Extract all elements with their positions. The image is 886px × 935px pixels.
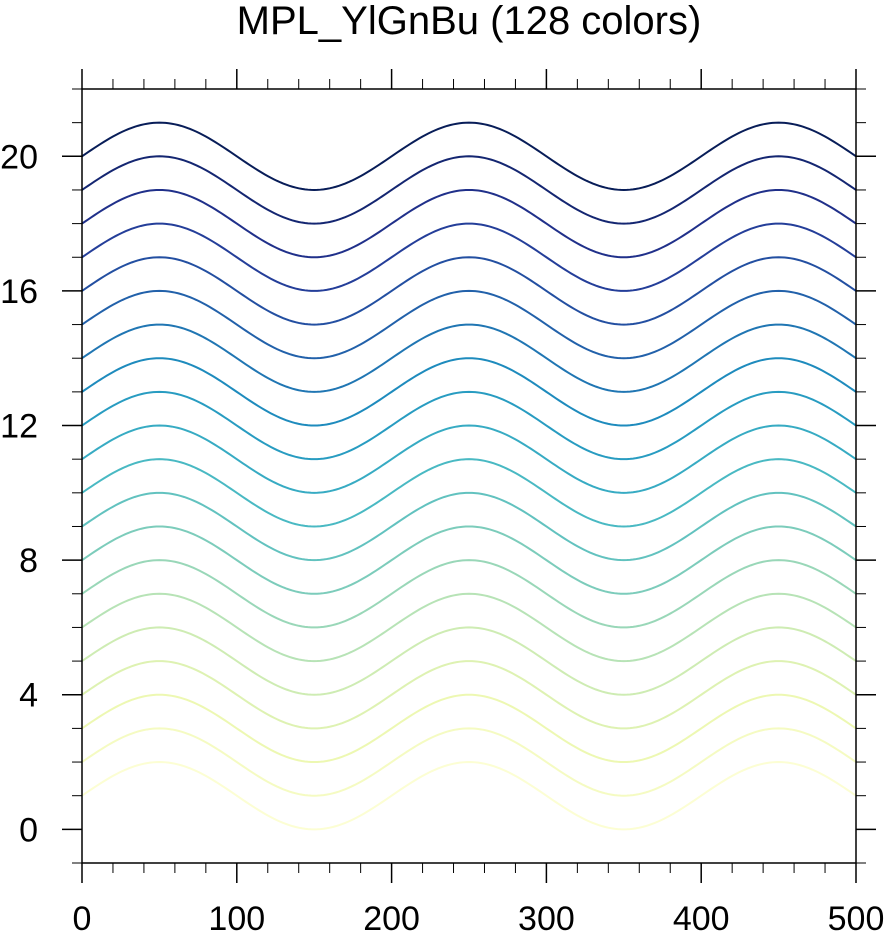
series-group bbox=[81, 121, 857, 831]
series-line-14 bbox=[81, 323, 857, 393]
x-tick-label: 200 bbox=[363, 900, 420, 935]
series-line-9 bbox=[81, 491, 857, 562]
chart-title: MPL_YlGnBu (128 colors) bbox=[237, 0, 702, 43]
series-line-13 bbox=[81, 357, 857, 427]
series-line-16 bbox=[81, 256, 857, 326]
series-line-18 bbox=[81, 188, 857, 259]
y-tick-label: 0 bbox=[19, 811, 38, 849]
series-line-5 bbox=[81, 626, 857, 696]
series-line-1 bbox=[81, 761, 857, 831]
x-tick-label: 500 bbox=[828, 900, 885, 935]
series-line-12 bbox=[81, 390, 857, 461]
series-line-3 bbox=[81, 693, 857, 764]
axes: 0 100 200 300 400 500 0 4 8 12 16 20 bbox=[0, 69, 884, 935]
series-line-2 bbox=[81, 727, 857, 797]
x-tick-label: 100 bbox=[208, 900, 265, 935]
series-line-11 bbox=[81, 424, 857, 494]
series-line-8 bbox=[81, 525, 857, 595]
y-tick-label: 4 bbox=[19, 677, 38, 715]
series-line-7 bbox=[81, 559, 857, 629]
series-line-6 bbox=[81, 592, 857, 663]
series-line-20 bbox=[81, 121, 857, 191]
plot-frame bbox=[81, 88, 857, 864]
y-tick-label: 8 bbox=[19, 542, 38, 580]
x-tick-label: 0 bbox=[73, 900, 92, 935]
series-line-17 bbox=[81, 222, 857, 292]
y-tick-label: 12 bbox=[0, 408, 38, 446]
y-tick-label: 20 bbox=[0, 138, 38, 176]
x-tick-label: 300 bbox=[518, 900, 575, 935]
series-line-15 bbox=[81, 289, 857, 360]
series-line-4 bbox=[81, 660, 857, 730]
series-line-19 bbox=[81, 155, 857, 225]
x-tick-label: 400 bbox=[673, 900, 730, 935]
y-tick-label: 16 bbox=[0, 273, 38, 311]
series-line-10 bbox=[81, 458, 857, 528]
